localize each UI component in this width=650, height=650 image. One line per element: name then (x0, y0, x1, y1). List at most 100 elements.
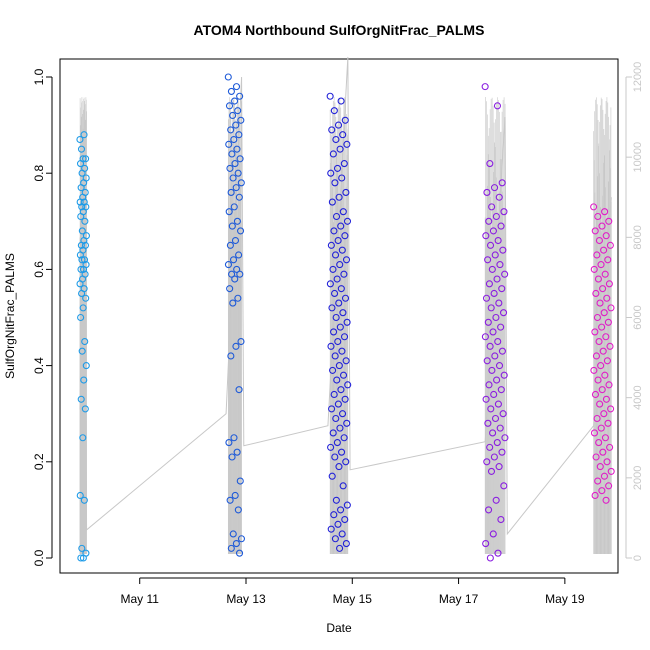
data-point (333, 439, 341, 447)
data-point (596, 299, 604, 307)
data-point (492, 212, 500, 221)
data-point (234, 506, 242, 514)
x-tick-label: May 15 (333, 592, 373, 606)
data-point (234, 294, 242, 302)
data-point (82, 362, 90, 370)
plot-frame (59, 58, 619, 574)
data-point (597, 424, 605, 432)
data-point (483, 188, 491, 196)
data-point (486, 443, 494, 451)
data-point (230, 203, 238, 211)
data-point (334, 121, 343, 129)
data-point (342, 188, 350, 196)
data-point (338, 246, 346, 254)
data-point (81, 217, 89, 225)
data-point (485, 280, 493, 288)
data-point (336, 261, 344, 269)
data-point (228, 270, 236, 278)
data-point (225, 208, 233, 216)
data-point (492, 496, 500, 504)
data-point (340, 333, 349, 341)
data-point (328, 198, 336, 206)
data-point (233, 145, 241, 153)
data-point (498, 179, 506, 187)
data-point (496, 261, 504, 269)
y-tick-label: 0.4 (32, 357, 46, 374)
data-point (233, 265, 241, 273)
data-point (80, 376, 88, 384)
data-point (327, 525, 335, 533)
data-point (595, 236, 603, 245)
data-point (235, 193, 243, 201)
data-point (235, 251, 243, 259)
data-point (491, 414, 500, 423)
data-point (224, 73, 232, 81)
data-point (495, 463, 503, 471)
data-point (229, 256, 238, 264)
data-point (225, 439, 233, 447)
data-point (592, 352, 601, 360)
data-point (593, 251, 601, 259)
data-point (232, 342, 240, 350)
chart-title: ATOM4 Northbound SulfOrgNitFrac_PALMS (194, 22, 485, 38)
data-point (591, 491, 599, 500)
data-point (227, 87, 235, 95)
data-point (600, 246, 608, 254)
data-point (482, 395, 490, 403)
data-point (602, 232, 610, 240)
data-point (600, 472, 608, 480)
data-point (329, 150, 337, 158)
data-point (590, 203, 598, 211)
data-point (226, 164, 234, 172)
data-point (237, 179, 245, 187)
data-point (491, 251, 499, 259)
data-point (78, 347, 86, 355)
data-point (482, 294, 491, 302)
data-point (489, 328, 497, 336)
data-point (339, 309, 347, 317)
data-point (590, 265, 598, 273)
data-point (488, 203, 496, 211)
data-point (328, 472, 336, 480)
data-point (591, 328, 599, 336)
data-point (79, 265, 88, 273)
data-point (499, 410, 507, 418)
data-point (236, 477, 244, 485)
data-point (606, 443, 614, 451)
data-point (77, 554, 85, 562)
data-point (590, 429, 599, 437)
data-point (605, 482, 613, 490)
data-point (225, 102, 234, 110)
data-point (342, 458, 350, 466)
data-point (229, 174, 237, 182)
y-tick-label: 0.2 (32, 453, 46, 470)
data-point (600, 410, 608, 418)
data-point (79, 554, 87, 562)
data-point (489, 530, 497, 538)
data-point (602, 333, 610, 341)
data-point (605, 217, 613, 225)
plot-area: 0.0 0.2 0.4 0.6 0.8 1.0 0 2000 4000 6000 8000 10000… (32, 56, 644, 606)
data-point (226, 285, 234, 293)
data-point (326, 280, 334, 288)
data-point (337, 97, 345, 105)
data-point (80, 131, 88, 139)
data-point (76, 135, 84, 144)
data-point (337, 285, 345, 293)
data-point (328, 405, 336, 413)
data-point (487, 405, 495, 413)
data-point (331, 179, 339, 187)
data-point (494, 337, 502, 346)
data-point (501, 270, 509, 278)
data-point (603, 294, 611, 302)
data-point (228, 453, 236, 461)
data-point (605, 280, 613, 288)
data-point (331, 289, 339, 298)
data-point (229, 111, 237, 120)
data-point (497, 386, 505, 394)
data-point (482, 232, 490, 240)
data-point (486, 241, 495, 249)
data-point (237, 535, 246, 543)
data-point (601, 434, 609, 442)
data-point (607, 304, 615, 312)
